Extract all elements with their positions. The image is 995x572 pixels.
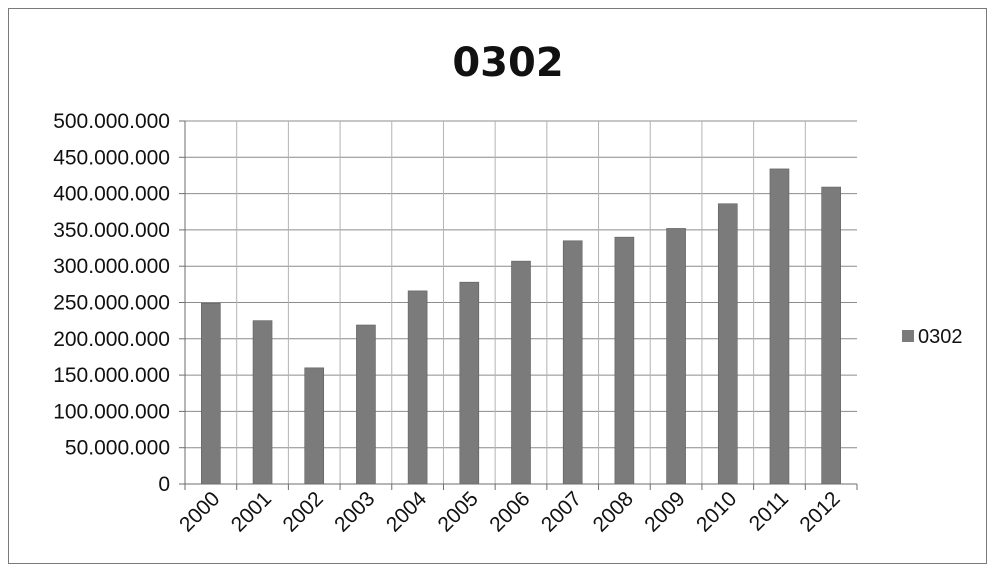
bar-2002 xyxy=(304,367,325,485)
y-tick-label: 150.000.000 xyxy=(53,364,170,387)
x-tick-label: 2011 xyxy=(745,487,793,535)
y-tick-label: 450.000.000 xyxy=(53,146,170,169)
y-tick-label: 200.000.000 xyxy=(53,328,170,351)
axes xyxy=(179,120,858,490)
y-tick-label: 250.000.000 xyxy=(53,292,170,315)
legend-label: 0302 xyxy=(918,326,963,348)
bar-2001 xyxy=(252,320,273,485)
y-tick-label: 100.000.000 xyxy=(53,400,170,423)
y-tick-label: 0 xyxy=(158,473,170,496)
y-tick-label: 400.000.000 xyxy=(53,183,170,206)
bar-2004 xyxy=(407,290,428,485)
gridlines xyxy=(185,120,857,484)
bar-2011 xyxy=(769,168,790,485)
y-tick-label: 350.000.000 xyxy=(53,219,170,242)
bar-2009 xyxy=(666,228,686,485)
bars xyxy=(201,168,841,485)
y-tick-label: 50.000.000 xyxy=(65,437,170,460)
legend: 0302 xyxy=(902,326,963,348)
x-tick-label: 2006 xyxy=(485,487,534,536)
x-tick-label: 2001 xyxy=(227,487,276,536)
x-tick-label: 2010 xyxy=(692,487,741,536)
chart-title: 0302 xyxy=(452,40,563,86)
legend-swatch xyxy=(902,330,914,342)
bar-2010 xyxy=(717,203,738,485)
y-tick-label: 300.000.000 xyxy=(53,255,170,278)
x-tick-label: 2005 xyxy=(434,487,483,536)
bar-2003 xyxy=(356,324,376,485)
x-tick-label: 2002 xyxy=(278,487,327,536)
bar-2005 xyxy=(459,281,480,485)
x-tick-label: 2004 xyxy=(382,487,432,537)
x-tick-label: 2007 xyxy=(537,487,586,536)
x-tick-label: 2012 xyxy=(795,487,844,536)
x-tick-label: 2008 xyxy=(589,487,638,536)
x-tick-label: 2009 xyxy=(640,487,689,536)
bar-2000 xyxy=(201,302,221,485)
bar-2008 xyxy=(614,236,635,485)
y-axis-tick-labels: 0 50.000.000 100.000.000 150.000.000 200.000… xyxy=(53,110,170,496)
y-tick-label: 500.000.000 xyxy=(53,110,170,133)
x-tick-label: 2003 xyxy=(330,487,379,536)
x-tick-label: 2000 xyxy=(175,487,224,536)
bar-2012 xyxy=(821,186,841,485)
bar-2006 xyxy=(511,260,531,485)
bar-2007 xyxy=(562,240,583,485)
x-axis-tick-labels: 2000 2001 2002 2003 2004 2005 2006 2007 2008 2009… xyxy=(175,487,845,537)
